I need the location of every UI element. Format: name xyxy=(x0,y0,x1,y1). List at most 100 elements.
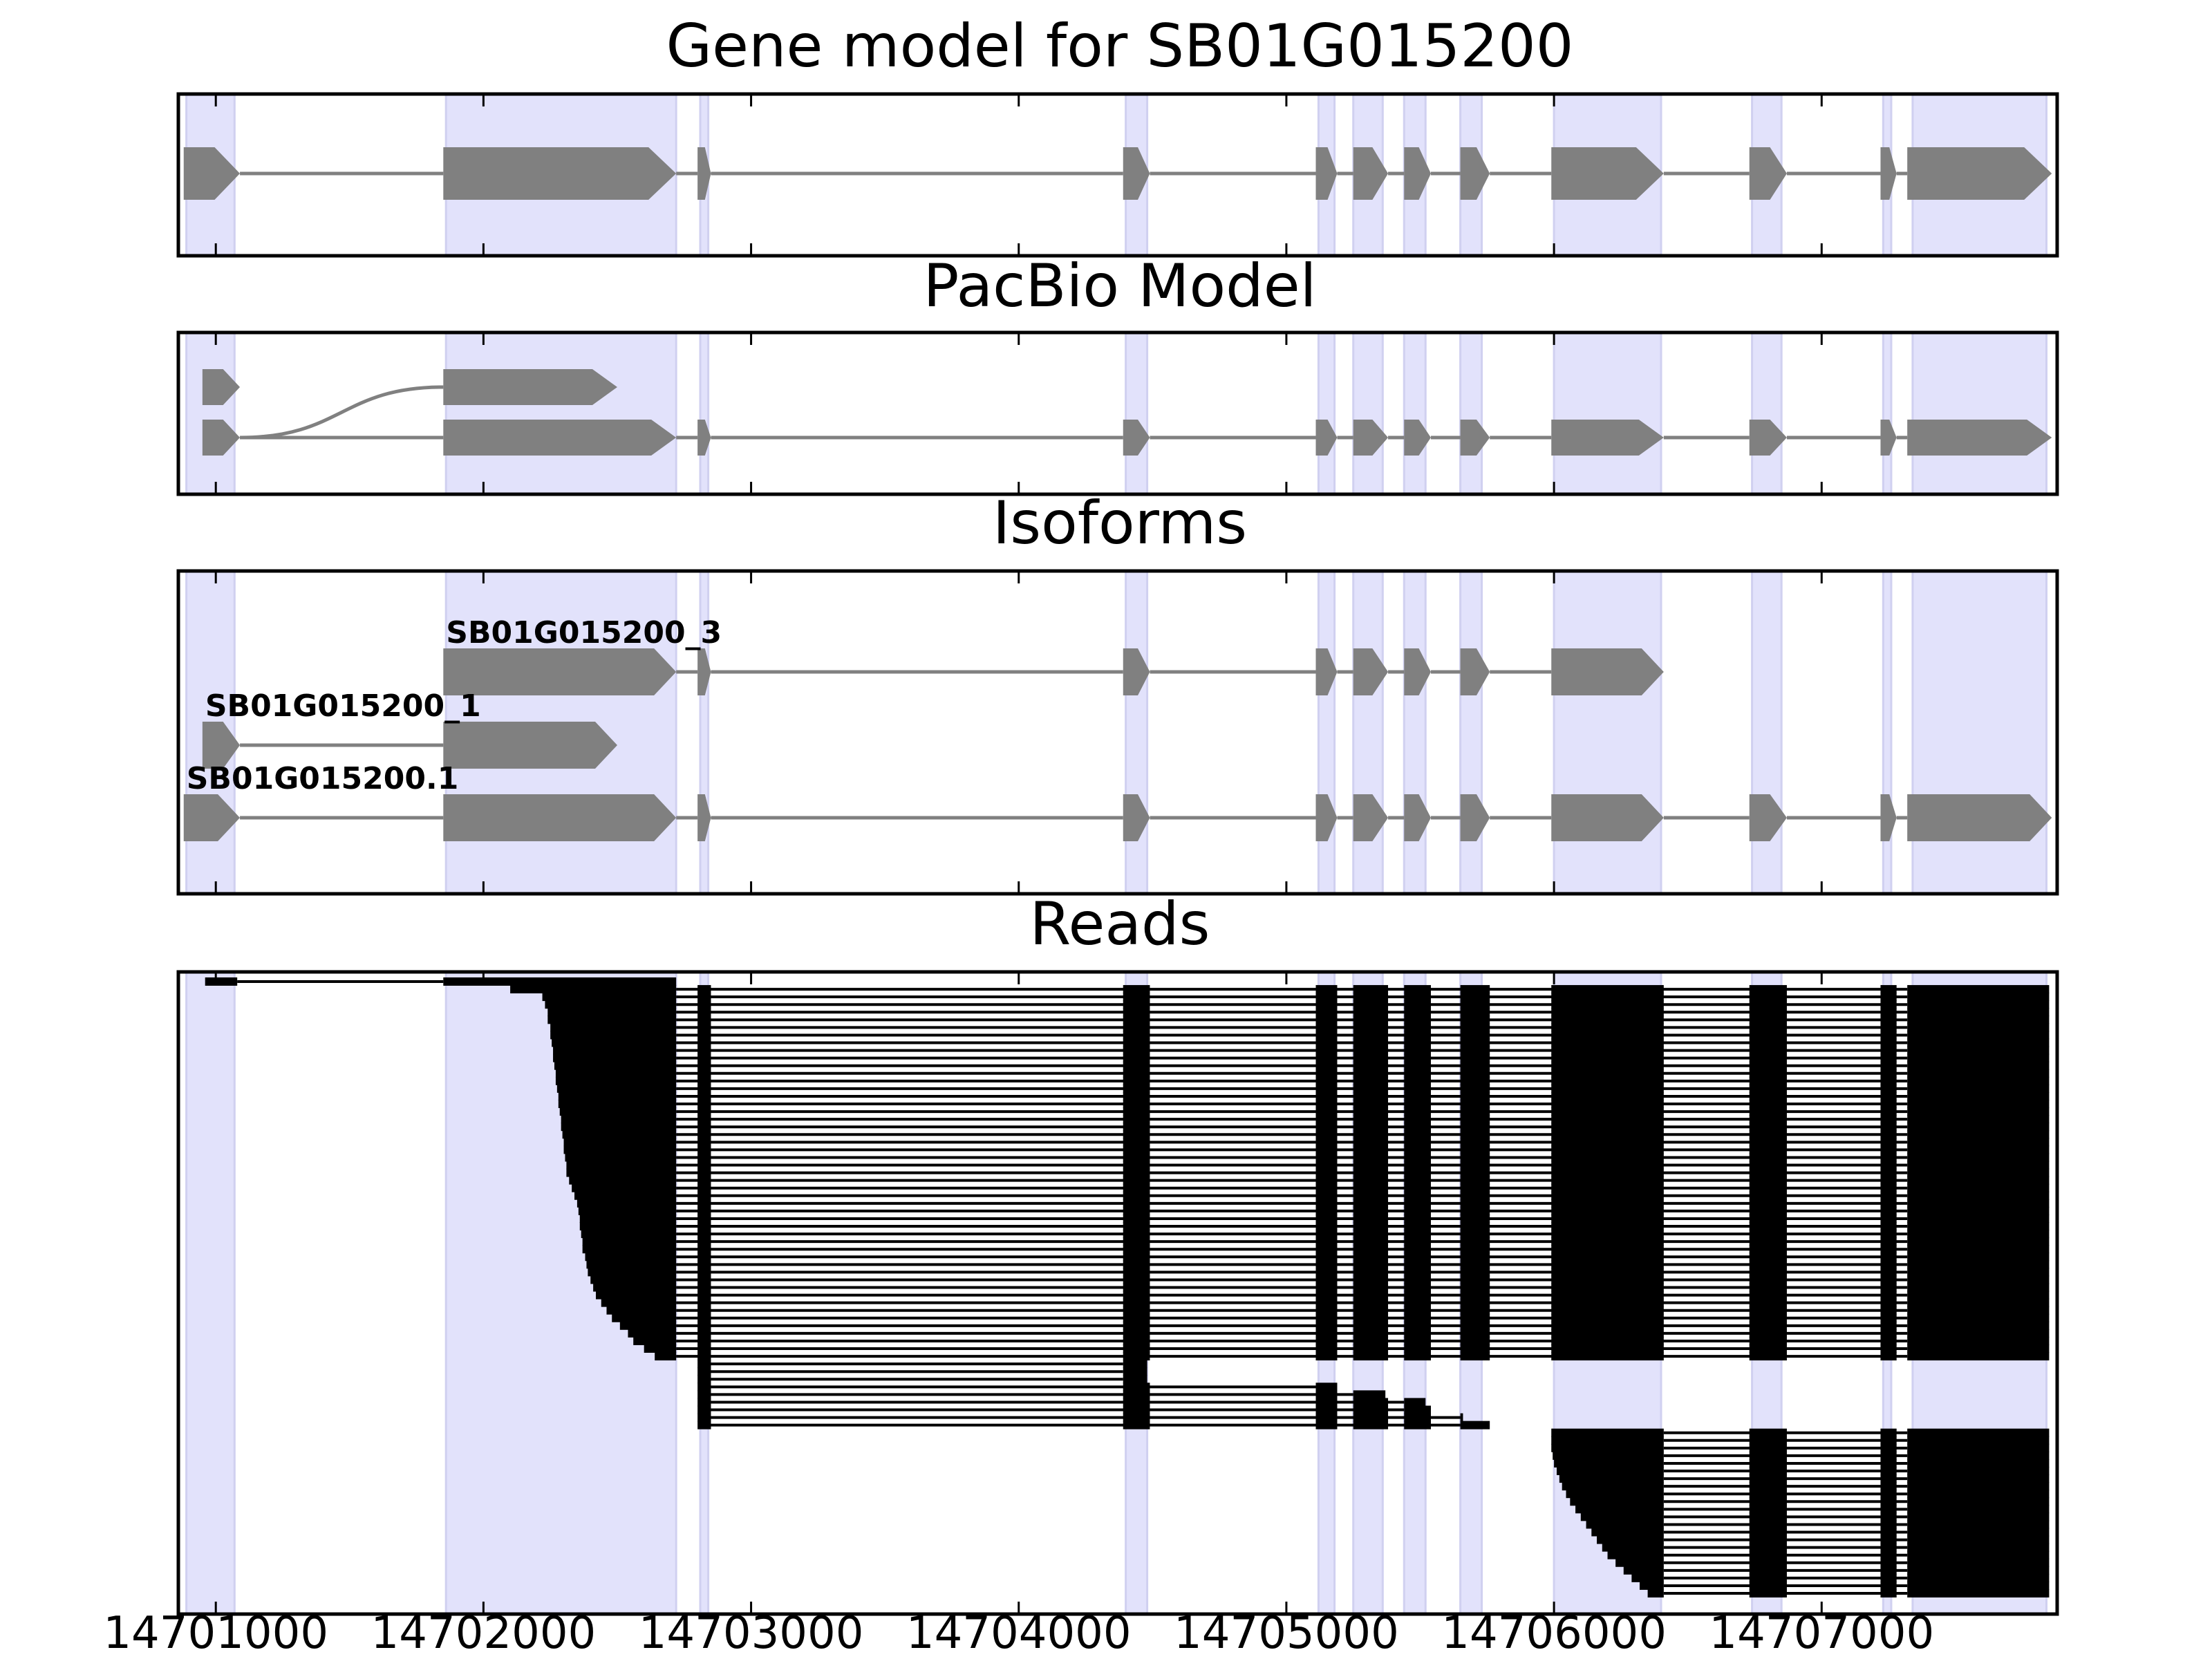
read-exon xyxy=(697,1336,711,1345)
read-exon xyxy=(1315,1352,1338,1361)
read-exon xyxy=(1907,1482,2050,1491)
x-tick-label: 14703000 xyxy=(639,1608,864,1659)
read-exon xyxy=(205,977,238,986)
read-exon xyxy=(1123,1130,1150,1139)
read-exon xyxy=(1880,1306,1897,1315)
read-exon xyxy=(1123,1008,1150,1017)
exon-feature xyxy=(1460,147,1490,200)
read-exon xyxy=(1907,1520,2050,1529)
read-exon xyxy=(1460,1298,1490,1307)
read-exon xyxy=(697,1268,711,1277)
read-exon xyxy=(697,1061,711,1070)
read-exon xyxy=(1315,1230,1338,1239)
read-exon xyxy=(1123,1329,1150,1338)
read-exon xyxy=(1315,1421,1338,1430)
read-exon xyxy=(578,1206,677,1215)
read-exon xyxy=(1404,1398,1426,1407)
read-exon xyxy=(1749,1183,1787,1192)
read-exon xyxy=(1880,1482,1897,1491)
read-exon xyxy=(1353,1398,1389,1407)
read-exon xyxy=(1123,1230,1150,1239)
read-exon xyxy=(1880,1459,1897,1468)
read-exon xyxy=(1749,1482,1787,1491)
read-exon xyxy=(697,1306,711,1315)
read-exon xyxy=(1353,1405,1389,1414)
read-exon xyxy=(1123,1053,1150,1062)
read-exon xyxy=(1123,1031,1150,1040)
read-exon xyxy=(1460,1230,1490,1239)
exon-feature xyxy=(1315,794,1338,841)
read-exon xyxy=(1749,1528,1787,1537)
read-exon xyxy=(1907,1123,2050,1132)
read-exon xyxy=(1123,1091,1150,1100)
read-exon xyxy=(1315,1061,1338,1070)
title-pacbio-model: PacBio Model xyxy=(923,252,1316,321)
read-exon xyxy=(1880,1206,1897,1215)
read-exon xyxy=(545,1000,677,1009)
read-exon xyxy=(566,1168,677,1177)
exon-feature xyxy=(202,369,241,405)
highlight-region xyxy=(1751,331,1783,496)
read-exon xyxy=(1749,1512,1787,1521)
read-exon xyxy=(1123,1145,1150,1154)
exon-feature xyxy=(1551,420,1664,456)
read-exon xyxy=(1353,1191,1389,1200)
read-exon xyxy=(1404,1000,1431,1009)
read-exon xyxy=(1907,1253,2050,1262)
read-exon xyxy=(563,1145,677,1154)
read-exon xyxy=(1749,1069,1787,1078)
read-exon xyxy=(1880,1046,1897,1055)
read-exon xyxy=(1749,1138,1787,1147)
read-exon xyxy=(555,1076,677,1085)
read-exon xyxy=(1551,985,1664,994)
read-exon xyxy=(1749,1581,1787,1590)
exon-feature xyxy=(697,794,711,841)
read-exon xyxy=(1460,1091,1490,1100)
read-exon xyxy=(1880,1031,1897,1040)
read-exon xyxy=(1551,1123,1664,1132)
read-exon xyxy=(1591,1528,1664,1537)
read-exon xyxy=(1404,1069,1431,1078)
read-exon xyxy=(1404,1100,1431,1108)
read-exon xyxy=(1749,1520,1787,1529)
read-exon xyxy=(697,1237,711,1246)
read-exon xyxy=(697,1390,711,1399)
read-exon xyxy=(1123,1153,1150,1162)
read-exon xyxy=(697,1015,711,1024)
read-exon xyxy=(1551,1183,1664,1192)
highlight-region xyxy=(1459,331,1483,496)
read-exon xyxy=(1907,1344,2050,1353)
read-exon xyxy=(697,1206,711,1215)
read-exon xyxy=(1460,1268,1490,1277)
read-exon xyxy=(596,1291,677,1300)
read-exon xyxy=(1353,1183,1389,1192)
read-exon xyxy=(1566,1490,1664,1499)
read-exon xyxy=(1404,1421,1431,1430)
read-exon xyxy=(1404,1053,1431,1062)
read-exon xyxy=(1315,1321,1338,1330)
read-exon xyxy=(697,1191,711,1200)
read-exon xyxy=(1880,1084,1897,1093)
read-exon xyxy=(1460,1176,1490,1185)
read-exon xyxy=(697,1214,711,1223)
read-exon xyxy=(542,993,677,1002)
read-exon xyxy=(1315,1222,1338,1230)
read-exon xyxy=(1315,1245,1338,1254)
highlight-region xyxy=(1352,570,1384,895)
highlight-region xyxy=(1882,331,1893,496)
read-exon xyxy=(1460,1253,1490,1262)
read-exon xyxy=(1123,1206,1150,1215)
read-exon xyxy=(1353,1344,1389,1353)
read-exon xyxy=(1553,1451,1664,1460)
highlight-region xyxy=(1751,570,1783,895)
exon-feature xyxy=(1907,147,2052,200)
read-exon xyxy=(1749,1451,1787,1460)
read-exon xyxy=(1315,1344,1338,1353)
exon-feature xyxy=(697,147,711,200)
read-exon xyxy=(1315,1161,1338,1170)
read-exon xyxy=(1749,1474,1787,1483)
read-exon xyxy=(1551,1100,1664,1108)
read-exon xyxy=(697,1382,711,1391)
read-exon xyxy=(1880,993,1897,1002)
read-exon xyxy=(590,1275,677,1284)
